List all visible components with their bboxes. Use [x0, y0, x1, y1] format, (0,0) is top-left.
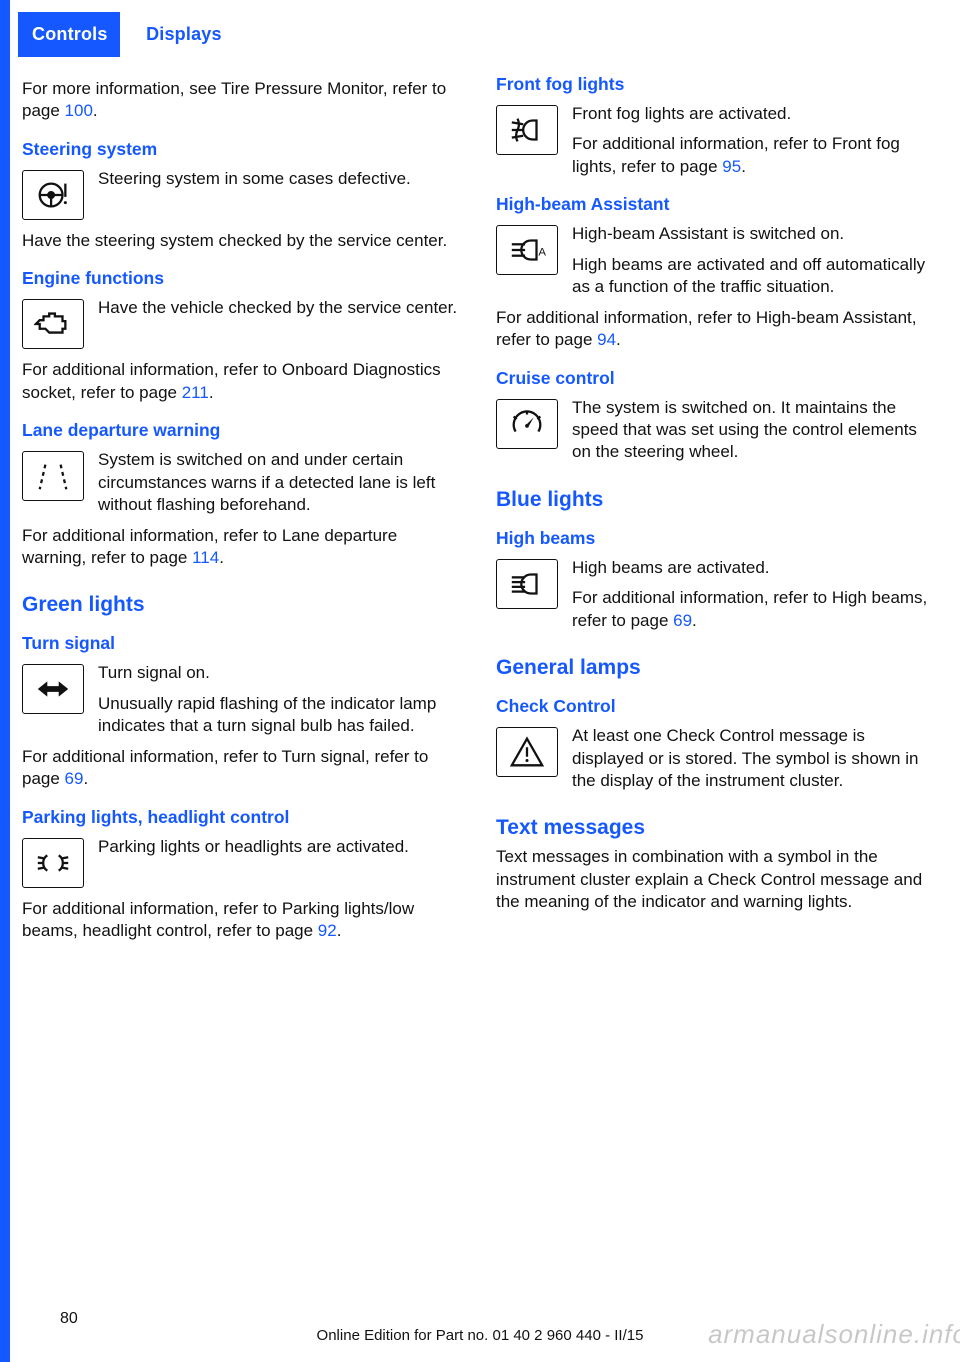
textmsg-p: Text messages in combination with a symb… — [496, 846, 938, 913]
column-right: Front fog lights Front fog lights are ac… — [496, 74, 938, 950]
steering-p2: Have the steering system checked by the … — [22, 230, 464, 252]
parking-p2a: For additional information, refer to Par… — [22, 899, 414, 940]
turn-p3: For additional information, refer to Tur… — [22, 746, 464, 791]
column-left: For more information, see Tire Pressure … — [22, 74, 464, 950]
frontfog-p1: Front fog lights are activated. — [572, 103, 938, 125]
hba-p3: For additional information, refer to Hig… — [496, 307, 938, 352]
tab-controls[interactable]: Controls — [18, 12, 120, 57]
block-high-beams: High beams are activated. For additional… — [496, 557, 938, 632]
lane-p2: For additional information, refer to Lan… — [22, 525, 464, 570]
highbeams-p1: High beams are activated. — [572, 557, 938, 579]
turn-p3b: . — [83, 769, 88, 788]
page-link-92[interactable]: 92 — [318, 921, 337, 940]
engine-p2a: For additional information, refer to On­… — [22, 360, 441, 401]
heading-text-messages: Text messages — [496, 816, 938, 840]
cruise-control-icon — [496, 399, 558, 449]
block-steering-system: Steering system in some cases defec­tive… — [22, 168, 464, 226]
steering-p1: Steering system in some cases defec­tive… — [98, 168, 464, 190]
heading-general-lamps: General lamps — [496, 656, 938, 680]
heading-high-beams: High beams — [496, 528, 938, 549]
block-parking-lights: Parking lights or headlights are acti­va… — [22, 836, 464, 894]
steering-wheel-warning-icon — [22, 170, 84, 220]
parking-p1: Parking lights or headlights are acti­va… — [98, 836, 464, 858]
page-link-69b[interactable]: 69 — [673, 611, 692, 630]
heading-turn-signal: Turn signal — [22, 633, 464, 654]
block-engine-functions: Have the vehicle checked by the serv­ice… — [22, 297, 464, 355]
engine-p2b: . — [209, 383, 214, 402]
intro-paragraph: For more information, see Tire Pressure … — [22, 78, 464, 123]
hba-p1: High-beam Assistant is switched on. — [572, 223, 938, 245]
front-fog-lights-icon — [496, 105, 558, 155]
block-cruise-control: The system is switched on. It maintains … — [496, 397, 938, 464]
heading-green-lights: Green lights — [22, 593, 464, 617]
heading-parking-lights: Parking lights, headlight control — [22, 807, 464, 828]
highbeams-p2: For additional information, refer to Hig… — [572, 587, 938, 632]
intro-tail: . — [93, 101, 98, 120]
header-inner: Controls Displays — [10, 0, 960, 57]
highbeams-p2b: . — [692, 611, 697, 630]
page-left-blue-edge — [0, 0, 10, 1362]
heading-steering-system: Steering system — [22, 139, 464, 160]
page-link-100[interactable]: 100 — [65, 101, 93, 120]
heading-highbeam-assist: High-beam Assistant — [496, 194, 938, 215]
page-link-114[interactable]: 114 — [192, 548, 219, 567]
turn-p2: Unusually rapid flashing of the indicato… — [98, 693, 464, 738]
high-beams-icon — [496, 559, 558, 609]
heading-blue-lights: Blue lights — [496, 488, 938, 512]
engine-icon — [22, 299, 84, 349]
warning-triangle-icon — [496, 727, 558, 777]
watermark-text: armanualsonline.info — [708, 1319, 960, 1350]
page-link-94[interactable]: 94 — [597, 330, 616, 349]
lane-p1: System is switched on and under cer­tain… — [98, 449, 464, 516]
block-front-fog: Front fog lights are activated. For addi… — [496, 103, 938, 178]
parking-lights-icon — [22, 838, 84, 888]
page-number: 80 — [60, 1310, 78, 1328]
heading-lane-departure: Lane departure warning — [22, 420, 464, 441]
header-bar: Controls Displays — [10, 0, 960, 44]
lane-p2b: . — [219, 548, 224, 567]
tab-displays[interactable]: Displays — [146, 24, 222, 45]
turn-signal-icon — [22, 664, 84, 714]
block-turn-signal: Turn signal on. Unusually rapid flashing… — [22, 662, 464, 737]
heading-front-fog: Front fog lights — [496, 74, 938, 95]
hba-p2: High beams are activated and off auto­ma… — [572, 254, 938, 299]
checkcontrol-p1: At least one Check Control message is di… — [572, 725, 938, 792]
turn-p1: Turn signal on. — [98, 662, 464, 684]
page-link-211[interactable]: 211 — [182, 383, 209, 402]
hba-p3b: . — [616, 330, 621, 349]
block-highbeam-assist: A High-beam Assistant is switched on. Hi… — [496, 223, 938, 298]
lane-departure-icon — [22, 451, 84, 501]
engine-p1: Have the vehicle checked by the serv­ice… — [98, 297, 464, 319]
heading-cruise-control: Cruise control — [496, 368, 938, 389]
page-body: For more information, see Tire Pressure … — [22, 74, 938, 950]
heading-engine-functions: Engine functions — [22, 268, 464, 289]
heading-check-control: Check Control — [496, 696, 938, 717]
hba-p3a: For additional information, refer to Hig… — [496, 308, 916, 349]
parking-p2b: . — [337, 921, 342, 940]
page-link-69a[interactable]: 69 — [65, 769, 84, 788]
block-check-control: At least one Check Control message is di… — [496, 725, 938, 792]
frontfog-p2b: . — [741, 157, 746, 176]
highbeams-p2a: For additional information, refer to Hig… — [572, 588, 927, 629]
block-lane-departure: System is switched on and under cer­tain… — [22, 449, 464, 516]
highbeam-assistant-icon: A — [496, 225, 558, 275]
svg-text:A: A — [538, 247, 546, 259]
page-link-95[interactable]: 95 — [722, 157, 741, 176]
engine-p2: For additional information, refer to On­… — [22, 359, 464, 404]
cruise-p1: The system is switched on. It maintains … — [572, 397, 938, 464]
frontfog-p2: For additional information, refer to Fro… — [572, 133, 938, 178]
parking-p2: For additional information, refer to Par… — [22, 898, 464, 943]
